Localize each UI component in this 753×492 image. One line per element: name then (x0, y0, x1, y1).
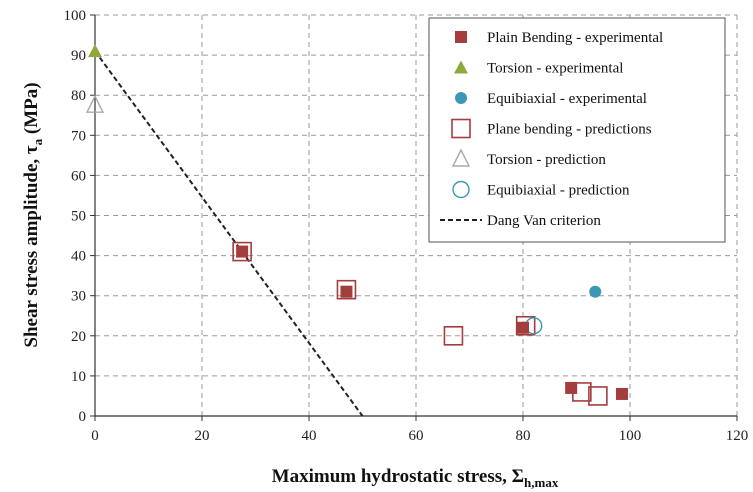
legend-swatch (452, 180, 470, 199)
legend-swatch (455, 92, 467, 104)
legend-label: Equibiaxial - prediction (487, 183, 630, 199)
legend-label: Plain Bending - experimental (487, 30, 663, 46)
y-tick-label: 60 (71, 168, 86, 184)
legend-swatch (454, 60, 468, 74)
x-tick-label: 20 (195, 428, 210, 444)
point-torsion-experimental (88, 44, 102, 58)
legend: Plain Bending - experimental Torsion - ex… (428, 17, 726, 243)
legend-label: Dang Van criterion (487, 213, 601, 229)
point-plain-bending-experimental (236, 245, 249, 258)
point-equibiaxial-experimental (589, 285, 602, 298)
point-torsion-prediction (85, 94, 105, 113)
point-plane-bending-predictions (588, 386, 608, 406)
y-tick-label: 30 (71, 289, 86, 305)
y-tick-label: 80 (71, 88, 86, 104)
y-tick-label: 90 (71, 48, 86, 64)
point-plain-bending-experimental (565, 381, 578, 394)
y-tick-label: 10 (71, 369, 86, 385)
x-axis-title: Maximum hydrostatic stress, Σh,max (272, 466, 559, 490)
x-tick-labels: 0 20 40 60 80 100 120 (91, 428, 748, 444)
x-tick-label: 0 (91, 428, 99, 444)
y-axis-title: Shear stress amplitude, τa (MPa) (21, 82, 45, 347)
point-plane-bending-predictions (443, 325, 464, 346)
y-tick-label: 100 (64, 8, 87, 24)
y-tick-label: 0 (79, 409, 87, 425)
point-plain-bending-experimental (340, 285, 353, 298)
legend-box (428, 17, 726, 243)
y-tick-label: 50 (71, 209, 86, 225)
x-tick-label: 120 (726, 428, 749, 444)
x-tick-label: 100 (619, 428, 642, 444)
y-tick-labels: 0 10 20 30 40 50 60 70 80 90 100 (64, 8, 87, 425)
legend-label: Torsion - experimental (487, 61, 623, 77)
point-plane-bending-predictions (336, 279, 357, 300)
point-plain-bending-experimental (517, 321, 529, 334)
legend-label: Plane bending - predictions (487, 122, 652, 138)
point-plane-bending-predictions (515, 315, 536, 336)
legend-swatch (455, 31, 467, 43)
point-plane-bending-predictions (232, 241, 252, 262)
y-tick-label: 20 (71, 329, 86, 345)
legend-swatch (451, 148, 471, 167)
legend-swatch (451, 118, 471, 139)
y-tick-label: 40 (71, 249, 86, 265)
x-tick-label: 80 (516, 428, 531, 444)
legend-label: Torsion - prediction (487, 152, 606, 168)
legend-label: Equibiaxial - experimental (487, 91, 647, 107)
series-dang-van-criterion (94, 50, 364, 417)
y-tick-label: 70 (71, 128, 86, 144)
x-tick-label: 40 (302, 428, 317, 444)
point-plain-bending-experimental (615, 387, 628, 400)
axes (90, 14, 738, 421)
plot-area (85, 44, 628, 417)
x-tick-label: 60 (409, 428, 424, 444)
